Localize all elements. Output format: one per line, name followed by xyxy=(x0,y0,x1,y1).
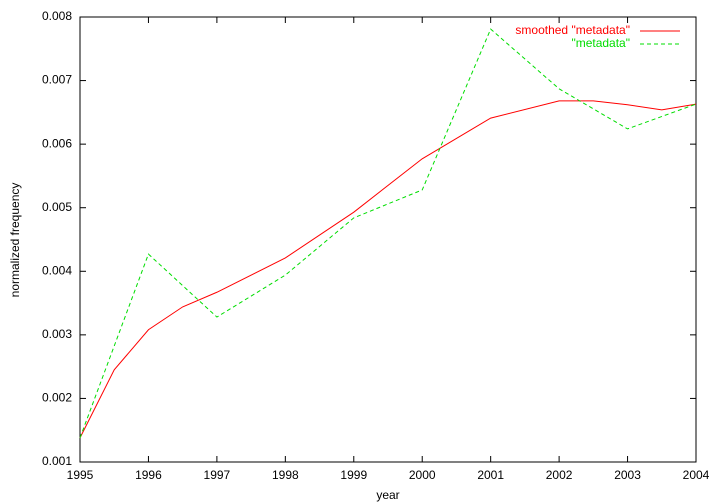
y-tick-label: 0.005 xyxy=(42,200,72,214)
x-tick-label: 1995 xyxy=(67,468,94,482)
x-axis-label: year xyxy=(376,488,399,502)
x-tick-label: 2003 xyxy=(614,468,641,482)
series-line xyxy=(79,28,697,439)
plot-frame xyxy=(79,16,697,463)
y-tick-label: 0.001 xyxy=(42,454,72,468)
y-tick-label: 0.003 xyxy=(42,327,72,341)
y-tick-label: 0.007 xyxy=(42,73,72,87)
y-tick-label: 0.006 xyxy=(42,136,72,150)
x-tick-label: 1999 xyxy=(340,468,367,482)
y-axis-label: normalized frequency xyxy=(8,183,22,298)
x-tick-label: 2001 xyxy=(477,468,504,482)
y-tick-label: 0.008 xyxy=(42,9,72,23)
legend-label: smoothed "metadata" xyxy=(515,23,630,37)
x-tick-label: 1996 xyxy=(135,468,162,482)
y-tick-label: 0.002 xyxy=(42,391,72,405)
series-line xyxy=(79,100,697,439)
legend-label: "metadata" xyxy=(571,36,630,50)
x-tick-label: 1998 xyxy=(272,468,299,482)
x-tick-label: 2004 xyxy=(683,468,710,482)
y-tick-label: 0.004 xyxy=(42,263,72,277)
x-tick-label: 2000 xyxy=(409,468,436,482)
x-tick-label: 1997 xyxy=(204,468,231,482)
x-tick-label: 2002 xyxy=(546,468,573,482)
